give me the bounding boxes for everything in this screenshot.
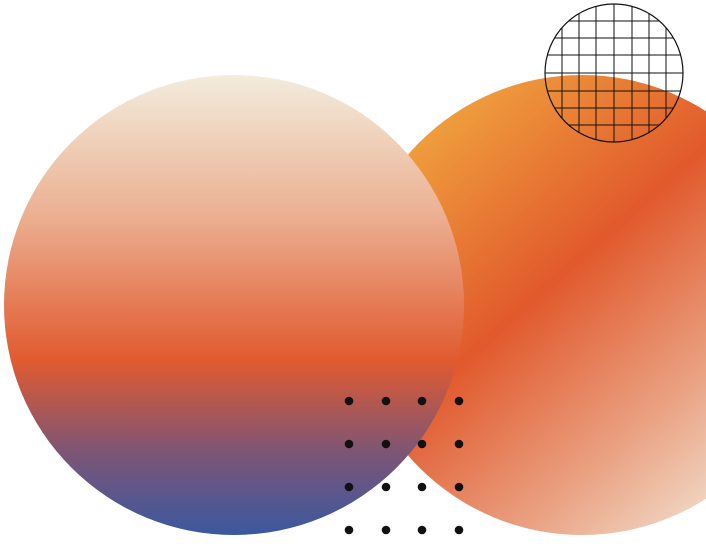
circle-right (352, 75, 706, 535)
dot (344, 396, 354, 406)
circle-left (4, 75, 464, 535)
dot (344, 525, 354, 535)
dot (381, 396, 391, 406)
dot-matrix (344, 396, 464, 535)
dot (454, 439, 464, 449)
dot (417, 439, 427, 449)
dot (417, 482, 427, 492)
grid-circle-outline (544, 3, 684, 143)
dot (381, 482, 391, 492)
dot (454, 482, 464, 492)
dot (344, 482, 354, 492)
dot (417, 396, 427, 406)
dot (381, 439, 391, 449)
dot (454, 525, 464, 535)
dot (381, 525, 391, 535)
dot (454, 396, 464, 406)
dot (417, 525, 427, 535)
dot (344, 439, 354, 449)
